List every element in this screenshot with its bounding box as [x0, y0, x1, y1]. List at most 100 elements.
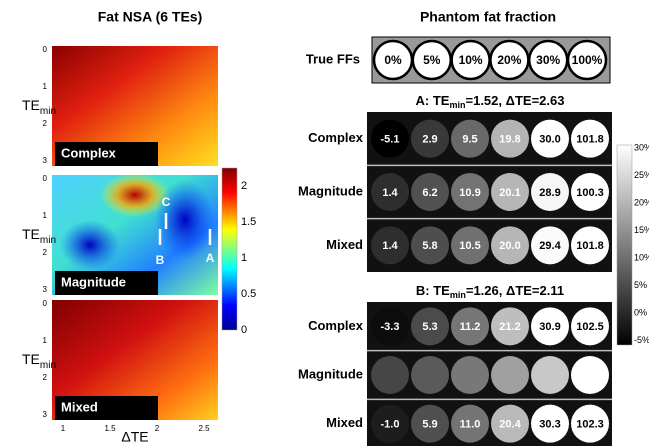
- fat-fraction: 11.0: [460, 419, 481, 431]
- y-label-sub: min: [40, 106, 56, 117]
- title-suffix: =1.26, ΔTE=2.11: [466, 283, 564, 298]
- y-label-main: TE: [22, 226, 40, 242]
- row-label: Magnitude: [298, 183, 363, 198]
- colorbar-tick-label: 15%: [634, 225, 649, 235]
- y-tick-label: 3: [43, 410, 48, 419]
- row-label: Complex: [308, 130, 364, 145]
- fat-fraction: 29.4: [539, 240, 561, 252]
- y-tick-label: 3: [43, 285, 48, 294]
- y-tick-label: 1: [43, 211, 48, 220]
- figure: Fat NSA (6 TEs)Complex0123TEminMagnitude…: [0, 0, 649, 446]
- colorbar-tick-label: 5%: [634, 280, 647, 290]
- colorbar-tick-label: 0.5: [241, 288, 256, 300]
- y-label-sub: min: [40, 360, 56, 371]
- section-title: B: TEmin=1.26, ΔTE=2.11: [416, 283, 564, 300]
- y-tick-label: 0: [43, 299, 48, 308]
- fat-fraction: 10.5: [459, 240, 480, 252]
- y-axis-label: TEmin: [22, 226, 56, 246]
- panel-label: Complex: [61, 145, 117, 160]
- fat-fraction: 100.3: [576, 187, 604, 199]
- fat-fraction: 1.4: [382, 240, 398, 252]
- fat-fraction: 5.3: [422, 321, 437, 333]
- x-tick-label: 1.5: [104, 424, 116, 433]
- true-ff: 0%: [384, 53, 402, 67]
- phantom-vial: [411, 356, 449, 394]
- colorbar-tick-label: 0: [241, 324, 247, 336]
- fat-fraction: 20.4: [499, 419, 521, 431]
- fat-fraction: 28.9: [539, 187, 560, 199]
- annotation: A: [206, 251, 215, 265]
- row-label: Complex: [308, 318, 364, 333]
- y-axis-label: TEmin: [22, 97, 56, 117]
- fat-fraction: 30.0: [539, 134, 560, 146]
- fat-fraction: 21.2: [499, 321, 520, 333]
- true-ff: 10%: [459, 53, 483, 67]
- fat-fraction: 2.9: [422, 134, 437, 146]
- title-suffix: =1.52, ΔTE=2.63: [466, 93, 565, 108]
- title-sub: min: [450, 290, 466, 300]
- colorbar-tick-label: 0%: [634, 307, 647, 317]
- row-label: Mixed: [326, 237, 363, 252]
- content: Fat NSA (6 TEs)Complex0123TEminMagnitude…: [22, 9, 649, 446]
- true-ff: 100%: [572, 53, 603, 67]
- fat-fraction: 11.2: [460, 321, 481, 333]
- fat-fraction: 9.5: [462, 134, 477, 146]
- fat-fraction: -1.0: [381, 419, 400, 431]
- fat-fraction: 1.4: [382, 187, 398, 199]
- fat-fraction: -3.3: [381, 321, 400, 333]
- x-tick-label: 1: [61, 424, 66, 433]
- fat-fraction: 5.9: [422, 419, 437, 431]
- fat-fraction: -5.1: [381, 134, 400, 146]
- colorbar-tick-label: 2: [241, 180, 247, 192]
- left-title: Fat NSA (6 TEs): [98, 9, 203, 25]
- panel-label: Mixed: [61, 399, 98, 414]
- x-tick-label: 2: [155, 424, 160, 433]
- fat-fraction: 5.8: [422, 240, 437, 252]
- y-tick-label: 2: [43, 373, 48, 382]
- y-tick-label: 1: [43, 336, 48, 345]
- fat-fraction: 30.9: [539, 321, 560, 333]
- y-label-sub: min: [40, 235, 56, 246]
- fat-fraction: 19.8: [499, 134, 520, 146]
- row-label: True FFs: [306, 51, 360, 66]
- y-tick-label: 2: [43, 119, 48, 128]
- section-title: A: TEmin=1.52, ΔTE=2.63: [416, 93, 565, 110]
- colorbar-tick-label: 1.5: [241, 216, 256, 228]
- colorbar-tick-label: -5%: [634, 335, 649, 345]
- heatmap-blob: [155, 180, 215, 260]
- row-label: Magnitude: [298, 366, 363, 381]
- true-ff: 30%: [536, 53, 560, 67]
- panel-label: Magnitude: [61, 274, 126, 289]
- heatmap-blob: [60, 220, 120, 270]
- colorbar-tick-label: 20%: [634, 197, 649, 207]
- phantom-vial: [451, 356, 489, 394]
- colorbar-tick-label: 25%: [634, 170, 649, 180]
- y-axis-label: TEmin: [22, 351, 56, 371]
- phantom-vial: [371, 356, 409, 394]
- y-tick-label: 3: [43, 156, 48, 165]
- colorbar-tick-label: 30%: [634, 142, 649, 152]
- y-label-main: TE: [22, 97, 40, 113]
- title-prefix: A: TE: [416, 93, 450, 108]
- fat-fraction: 20.1: [499, 187, 520, 199]
- annotation: C: [162, 195, 171, 209]
- annotation: B: [156, 253, 165, 267]
- y-tick-label: 0: [43, 45, 48, 54]
- fat-fraction: 20.0: [499, 240, 520, 252]
- true-ff: 20%: [497, 53, 521, 67]
- title-prefix: B: TE: [416, 283, 450, 298]
- right-title: Phantom fat fraction: [420, 9, 556, 25]
- phantom-vial: [571, 356, 609, 394]
- y-tick-label: 1: [43, 82, 48, 91]
- colorbar: [617, 145, 632, 345]
- row-label: Mixed: [326, 415, 363, 430]
- true-ff: 5%: [423, 53, 441, 67]
- y-tick-label: 2: [43, 248, 48, 257]
- colorbar: [222, 168, 237, 330]
- fat-fraction: 30.3: [539, 419, 560, 431]
- phantom-vial: [531, 356, 569, 394]
- title-sub: min: [449, 100, 465, 110]
- x-axis-label: ΔTE: [121, 429, 148, 445]
- fat-fraction: 101.8: [576, 134, 604, 146]
- colorbar-tick-label: 1: [241, 252, 247, 264]
